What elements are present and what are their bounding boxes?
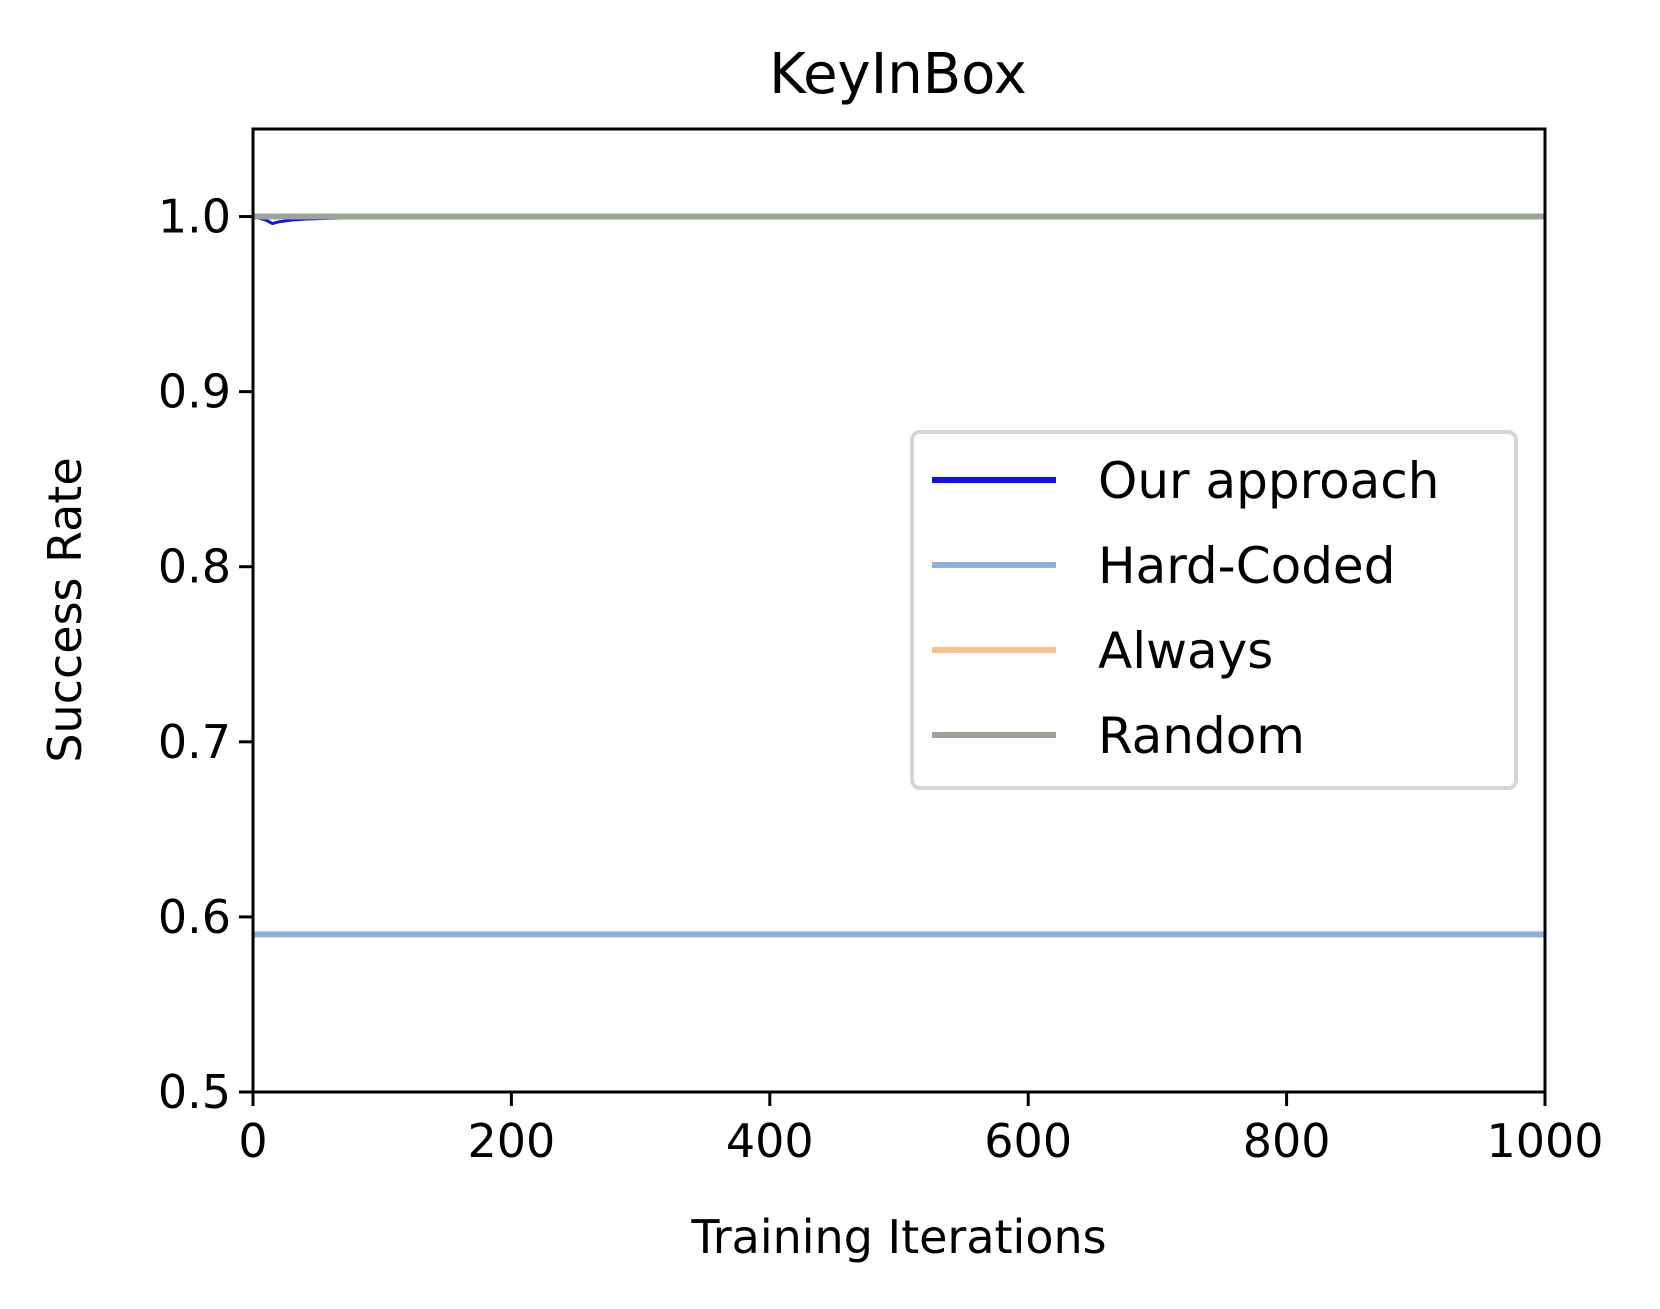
y-tick-label: 0.5 <box>158 1065 231 1119</box>
y-tick-label: 0.9 <box>158 365 231 419</box>
y-tick-label: 1.0 <box>158 190 231 244</box>
legend: Our approach Hard-Coded Always Random <box>910 430 1518 790</box>
chart-title: KeyInBox <box>769 42 1027 107</box>
x-tick-label: 600 <box>984 1114 1072 1168</box>
y-tick-label: 0.6 <box>158 890 231 944</box>
legend-label-always: Always <box>1098 622 1273 680</box>
y-axis-label: Success Rate <box>38 457 92 762</box>
plot-border <box>251 127 1547 1094</box>
x-tick-label: 400 <box>726 1114 814 1168</box>
y-tick-label: 0.7 <box>158 715 231 769</box>
legend-label-our-approach: Our approach <box>1098 452 1439 510</box>
series-layer <box>252 213 1545 938</box>
y-axis: 0.5 0.6 0.7 0.8 0.9 1.0 <box>158 190 253 1119</box>
legend-box <box>910 430 1518 790</box>
y-tick-label: 0.8 <box>158 540 231 594</box>
legend-label-hard-coded: Hard-Coded <box>1098 537 1395 595</box>
x-tick-label: 800 <box>1243 1114 1331 1168</box>
x-tick-label: 1000 <box>1486 1114 1603 1168</box>
x-axis: 0 200 400 600 800 1000 <box>238 1092 1604 1168</box>
x-tick-label: 0 <box>238 1114 267 1168</box>
x-axis-label: Training Iterations <box>690 1210 1106 1264</box>
legend-label-random: Random <box>1098 707 1305 765</box>
x-tick-label: 200 <box>467 1114 555 1168</box>
legend-entries: Our approach Hard-Coded Always Random <box>932 452 1439 765</box>
